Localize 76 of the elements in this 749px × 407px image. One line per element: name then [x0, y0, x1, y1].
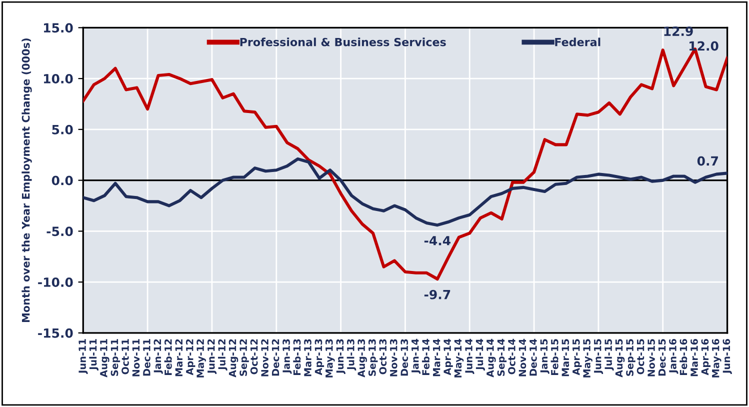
x-tick-label: Jul-12 [218, 339, 228, 370]
x-tick-label: Sep-11 [110, 339, 120, 376]
legend-label: Federal [555, 38, 600, 46]
x-tick-label: Apr-15 [572, 339, 582, 376]
y-tick-label: -5.0 [46, 226, 73, 236]
x-tick-label: May-14 [454, 338, 464, 378]
x-tick-label: May-13 [325, 339, 335, 378]
x-tick-label: Dec-11 [143, 339, 150, 376]
x-tick-label: Aug-13 [358, 339, 367, 378]
x-tick-label: May-12 [196, 339, 206, 378]
x-tick-label: Aug-14 [486, 338, 496, 378]
annotation: 12.0 [690, 41, 718, 51]
x-tick-label: Mar-12 [175, 339, 183, 376]
x-tick-label: Jun-15 [594, 339, 604, 374]
x-tick-label: Jan-14 [412, 338, 421, 374]
x-tick-label: Aug-12 [228, 339, 238, 378]
x-tick-label: Mar-13 [304, 339, 312, 376]
x-tick-label: Feb-13 [293, 339, 301, 375]
x-tick-label: Nov-12 [261, 339, 268, 376]
x-tick-label: Sep-14 [497, 338, 507, 376]
x-tick-label: Jun-14 [465, 338, 474, 374]
x-tick-label: Jul-15 [604, 339, 614, 370]
x-tick-label: Jan-15 [540, 339, 550, 374]
y-tick-label: 10.0 [44, 74, 73, 84]
x-tick-label: Jan-12 [154, 339, 163, 374]
y-tick-label: 0.0 [52, 176, 73, 186]
x-tick-label: May-16 [712, 339, 722, 378]
x-tick-label: Apr-13 [314, 339, 324, 376]
x-tick-label: Dec-15 [658, 339, 666, 376]
x-tick-label: Jun-13 [336, 339, 346, 374]
x-tick-label: Jul-11 [89, 339, 99, 370]
x-tick-label: Feb-15 [550, 339, 558, 375]
y-tick-label: 15.0 [44, 23, 73, 33]
x-tick-label: Oct-15 [636, 339, 644, 374]
x-tick-label: Nov-13 [390, 339, 398, 376]
x-tick-label: Sep-15 [626, 339, 636, 376]
legend-label: Professional & Business Services [240, 38, 446, 46]
annotation: 12.9 [664, 26, 693, 36]
x-tick-label: Jun-16 [722, 339, 732, 374]
y-axis-title: Month over the Year Employment Change (000s) [22, 38, 32, 322]
x-tick-label: Mar-15 [562, 339, 570, 376]
x-tick-label: Apr-12 [186, 339, 196, 376]
annotation: -9.7 [424, 290, 450, 300]
x-tick-label: Nov-11 [132, 339, 140, 376]
y-tick-label: -10.0 [38, 278, 73, 287]
x-tick-label: Oct-12 [250, 339, 258, 374]
y-tick-label: -15.0 [38, 328, 73, 338]
x-tick-label: Dec-13 [400, 339, 408, 376]
x-tick-label: Oct-13 [379, 339, 387, 374]
x-tick-label: May-15 [583, 339, 592, 378]
y-tick-label: 5.0 [52, 124, 73, 134]
x-tick-label: Jan-13 [282, 339, 292, 374]
x-tick-label: Jul-13 [346, 339, 356, 370]
x-tick-label: Oct-14 [508, 338, 516, 374]
x-tick-label: Jan-16 [669, 339, 678, 374]
x-tick-label: Dec-12 [272, 339, 280, 376]
x-tick-label: Aug-11 [100, 339, 110, 378]
annotation: 0.7 [697, 156, 718, 166]
x-tick-label: Mar-16 [690, 339, 698, 376]
x-tick-label: Apr-14 [444, 338, 453, 376]
x-tick-label: Aug-15 [615, 339, 625, 378]
x-tick-label: Nov-14 [518, 338, 526, 376]
annotation: -4.4 [424, 236, 451, 246]
x-tick-label: Apr-16 [701, 339, 711, 376]
x-tick-label: Sep-12 [240, 339, 249, 376]
x-tick-label: Jun-11 [78, 339, 88, 374]
x-tick-label: Sep-13 [368, 339, 378, 376]
x-tick-label: Mar-14 [433, 338, 440, 376]
x-tick-label: Nov-15 [648, 339, 655, 376]
x-tick-label: Feb-12 [164, 339, 172, 375]
x-tick-label: Oct-11 [122, 339, 129, 374]
x-tick-label: Jun-12 [207, 339, 217, 374]
x-tick-label: Feb-14 [422, 338, 430, 375]
x-tick-label: Jul-14 [476, 338, 485, 370]
x-tick-label: Feb-16 [680, 339, 688, 375]
x-tick-label: Dec-14 [530, 338, 537, 376]
